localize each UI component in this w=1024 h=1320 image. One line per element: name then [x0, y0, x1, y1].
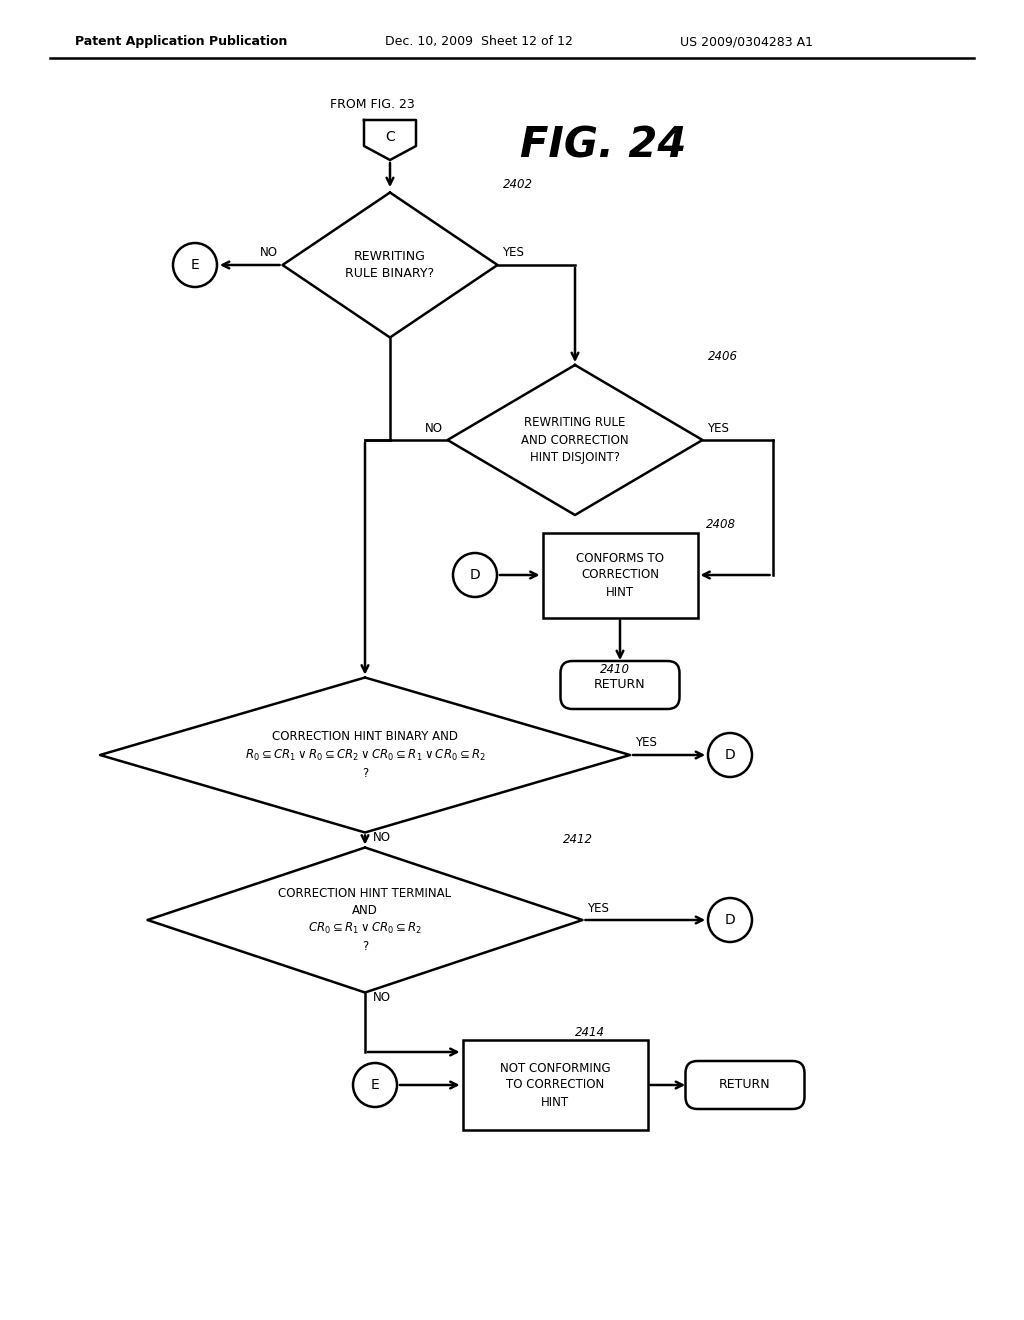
Text: CONFORMS TO
CORRECTION
HINT: CONFORMS TO CORRECTION HINT: [575, 552, 664, 598]
Text: YES: YES: [635, 737, 656, 750]
Text: E: E: [190, 257, 200, 272]
Text: 2406: 2406: [708, 351, 737, 363]
Text: C: C: [385, 131, 395, 144]
Text: US 2009/0304283 A1: US 2009/0304283 A1: [680, 36, 813, 49]
Polygon shape: [283, 193, 498, 338]
Text: NO: NO: [373, 991, 391, 1005]
Text: 2414: 2414: [575, 1026, 605, 1039]
Text: CORRECTION HINT TERMINAL
AND
$CR_0\subseteq R_1 \vee CR_0\subseteq R_2$
?: CORRECTION HINT TERMINAL AND $CR_0\subse…: [279, 887, 452, 953]
Text: 2410: 2410: [600, 663, 630, 676]
Text: NO: NO: [425, 421, 442, 434]
Circle shape: [708, 898, 752, 942]
Text: NOT CONFORMING
TO CORRECTION
HINT: NOT CONFORMING TO CORRECTION HINT: [500, 1061, 610, 1109]
Text: FROM FIG. 23: FROM FIG. 23: [330, 99, 415, 111]
Text: 2408: 2408: [706, 517, 735, 531]
Text: Patent Application Publication: Patent Application Publication: [75, 36, 288, 49]
Text: 2412: 2412: [562, 833, 593, 846]
Text: FIG. 24: FIG. 24: [520, 124, 686, 166]
Text: YES: YES: [708, 421, 729, 434]
Text: E: E: [371, 1078, 379, 1092]
Text: NO: NO: [259, 247, 278, 260]
Polygon shape: [147, 847, 583, 993]
Text: REWRITING
RULE BINARY?: REWRITING RULE BINARY?: [345, 249, 434, 280]
Text: YES: YES: [503, 247, 524, 260]
Circle shape: [353, 1063, 397, 1107]
FancyBboxPatch shape: [543, 532, 697, 618]
FancyBboxPatch shape: [463, 1040, 647, 1130]
Text: CORRECTION HINT BINARY AND
$R_0\subseteq CR_1 \vee R_0\subseteq CR_2 \vee CR_0\s: CORRECTION HINT BINARY AND $R_0\subseteq…: [245, 730, 485, 780]
Circle shape: [173, 243, 217, 286]
Polygon shape: [447, 366, 702, 515]
Text: REWRITING RULE
AND CORRECTION
HINT DISJOINT?: REWRITING RULE AND CORRECTION HINT DISJO…: [521, 417, 629, 463]
Text: RETURN: RETURN: [719, 1078, 771, 1092]
Text: D: D: [725, 913, 735, 927]
Text: Dec. 10, 2009  Sheet 12 of 12: Dec. 10, 2009 Sheet 12 of 12: [385, 36, 572, 49]
Circle shape: [453, 553, 497, 597]
Text: 2402: 2402: [503, 178, 532, 191]
Text: RETURN: RETURN: [594, 678, 646, 692]
Text: D: D: [725, 748, 735, 762]
Text: NO: NO: [373, 832, 391, 843]
Text: YES: YES: [588, 902, 609, 915]
Circle shape: [708, 733, 752, 777]
Polygon shape: [364, 120, 416, 160]
Polygon shape: [100, 677, 630, 833]
FancyBboxPatch shape: [685, 1061, 805, 1109]
Text: D: D: [470, 568, 480, 582]
FancyBboxPatch shape: [560, 661, 680, 709]
